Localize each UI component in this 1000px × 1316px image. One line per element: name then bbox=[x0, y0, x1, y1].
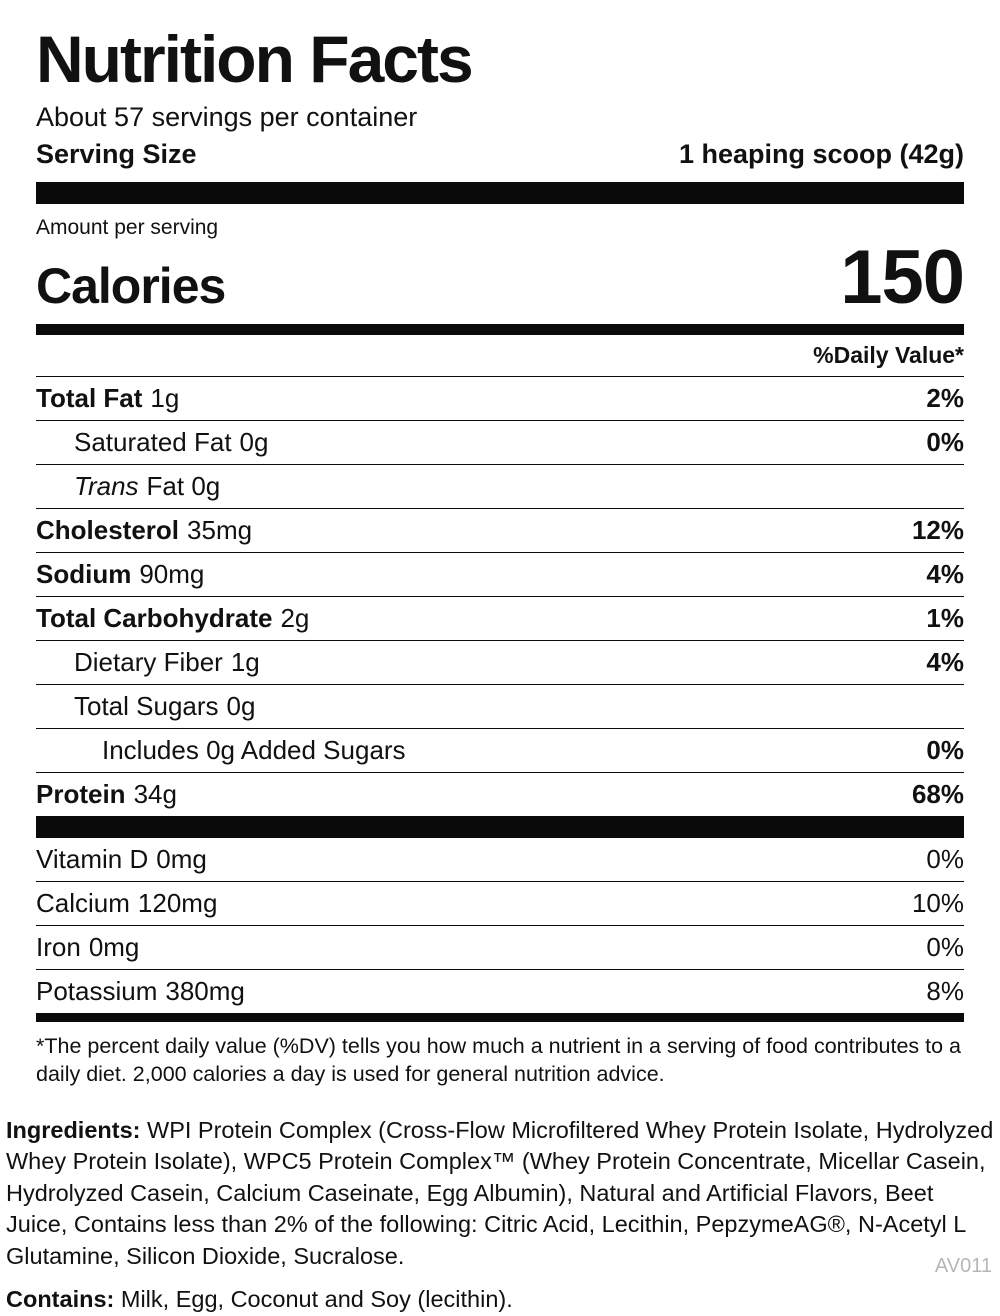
nutrient-row-total-sugars: Total Sugars 0g bbox=[36, 685, 964, 729]
nutrient-amount: 120mg bbox=[137, 888, 218, 918]
nutrient-dv: 2% bbox=[926, 383, 964, 413]
nutrient-amount: 34g bbox=[133, 779, 177, 809]
section-divider-bar bbox=[36, 324, 964, 335]
nutrient-row-protein: Protein 34g 68% bbox=[36, 773, 964, 816]
contains-paragraph: Contains: Milk, Egg, Coconut and Soy (le… bbox=[6, 1284, 994, 1315]
ingredients-text: WPI Protein Complex (Cross-Flow Microfil… bbox=[6, 1116, 994, 1269]
micronutrient-row-calcium: Calcium 120mg 10% bbox=[36, 882, 964, 926]
serving-size-value: 1 heaping scoop (42g) bbox=[678, 139, 964, 169]
nutrient-amount: 1g bbox=[230, 647, 260, 677]
ingredients-paragraph: Ingredients: WPI Protein Complex (Cross-… bbox=[6, 1115, 994, 1272]
serving-size-label: Serving Size bbox=[36, 139, 197, 169]
nutrient-row-total-fat: Total Fat 1g 2% bbox=[36, 377, 964, 421]
nutrient-dv: 0% bbox=[926, 844, 964, 874]
nutrient-row-saturated-fat: Saturated Fat 0g 0% bbox=[36, 421, 964, 465]
nutrient-amount: 0mg bbox=[88, 932, 140, 962]
nutrient-row-cholesterol: Cholesterol 35mg 12% bbox=[36, 509, 964, 553]
nutrient-name: Includes 0g Added Sugars bbox=[102, 735, 406, 765]
nutrient-dv: 1% bbox=[926, 603, 964, 633]
daily-value-footnote: *The percent daily value (%DV) tells you… bbox=[36, 1034, 961, 1087]
nutrient-name: Total Fat bbox=[36, 383, 143, 413]
calories-label: Calories bbox=[36, 258, 226, 314]
micronutrient-table: Vitamin D 0mg 0% Calcium 120mg 10% Iron 0mg… bbox=[36, 838, 964, 1013]
nutrient-row-sodium: Sodium 90mg 4% bbox=[36, 553, 964, 597]
nutrient-amount: 0mg bbox=[156, 844, 207, 874]
nutrient-name: Trans bbox=[74, 471, 139, 501]
section-divider-bar bbox=[36, 816, 964, 838]
nutrient-amount: 1g bbox=[150, 383, 180, 413]
nutrient-row-trans-fat: Trans Fat 0g bbox=[36, 465, 964, 509]
nutrient-name: Iron bbox=[36, 932, 81, 962]
nutrient-name: Potassium bbox=[36, 976, 158, 1006]
nutrient-row-total-carbohydrate: Total Carbohydrate 2g 1% bbox=[36, 597, 964, 641]
contains-text: Milk, Egg, Coconut and Soy (lecithin). bbox=[120, 1286, 513, 1313]
daily-value-header: %Daily Value* bbox=[36, 335, 964, 377]
nutrition-facts-panel: Nutrition Facts About 57 servings per co… bbox=[36, 22, 965, 1089]
ingredients-label: Ingredients: bbox=[6, 1116, 141, 1143]
nutrient-dv: 68% bbox=[911, 779, 964, 809]
nutrient-amount: 0g bbox=[226, 691, 256, 721]
nutrient-name: Sodium bbox=[36, 559, 132, 589]
nutrient-row-dietary-fiber: Dietary Fiber 1g 4% bbox=[36, 641, 964, 685]
nutrient-name: Total Sugars bbox=[74, 691, 219, 721]
nutrient-table: Total Fat 1g 2% Saturated Fat 0g 0% Trans F… bbox=[36, 377, 964, 816]
amount-per-serving-label: Amount per serving bbox=[36, 216, 219, 239]
contains-label: Contains: bbox=[6, 1286, 115, 1313]
nutrient-amount: Fat 0g bbox=[146, 471, 221, 501]
nutrient-name: Cholesterol bbox=[36, 515, 180, 545]
nutrition-label-page: Nutrition Facts About 57 servings per co… bbox=[0, 22, 1000, 1312]
nutrient-amount: 2g bbox=[280, 603, 310, 633]
nutrient-dv: 0% bbox=[926, 932, 964, 962]
nutrient-amount: 35mg bbox=[187, 515, 253, 545]
serving-size-row: Serving Size 1 heaping scoop (42g) bbox=[36, 139, 964, 170]
nutrient-row-added-sugars: Includes 0g Added Sugars 0% bbox=[36, 729, 964, 773]
nutrient-dv: 12% bbox=[911, 515, 964, 545]
nutrient-name: Vitamin D bbox=[36, 844, 149, 874]
ingredients-section: Ingredients: WPI Protein Complex (Cross-… bbox=[6, 1115, 994, 1316]
nutrient-dv: 4% bbox=[926, 647, 964, 677]
nutrient-dv: 0% bbox=[926, 735, 964, 765]
nutrient-dv: 4% bbox=[926, 559, 964, 589]
nutrient-amount: 0g bbox=[239, 427, 269, 457]
micronutrient-row-potassium: Potassium 380mg 8% bbox=[36, 970, 964, 1013]
micronutrient-row-vitamin-d: Vitamin D 0mg 0% bbox=[36, 838, 964, 882]
nutrition-facts-title: Nutrition Facts bbox=[36, 22, 474, 96]
nutrient-dv: 8% bbox=[926, 976, 964, 1006]
nutrient-name: Protein bbox=[36, 779, 126, 809]
servings-per-container: About 57 servings per container bbox=[36, 102, 418, 132]
nutrient-name: Saturated Fat bbox=[74, 427, 232, 457]
nutrient-name: Calcium bbox=[36, 888, 130, 918]
nutrient-name: Total Carbohydrate bbox=[36, 603, 273, 633]
product-code: AV011 bbox=[934, 1255, 992, 1277]
calories-row: Calories 150 bbox=[36, 235, 965, 320]
nutrient-name: Dietary Fiber bbox=[74, 647, 223, 677]
section-divider-bar bbox=[36, 1013, 964, 1022]
section-divider-bar bbox=[36, 182, 964, 204]
nutrient-amount: 90mg bbox=[139, 559, 205, 589]
micronutrient-row-iron: Iron 0mg 0% bbox=[36, 926, 964, 970]
nutrient-dv: 0% bbox=[926, 427, 964, 457]
nutrient-amount: 380mg bbox=[165, 976, 245, 1006]
calories-value: 150 bbox=[840, 235, 965, 320]
nutrient-dv: 10% bbox=[911, 888, 964, 918]
